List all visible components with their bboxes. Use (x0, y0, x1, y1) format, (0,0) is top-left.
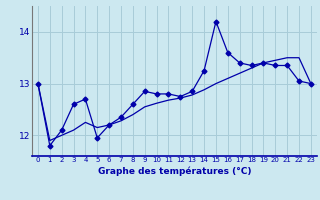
X-axis label: Graphe des températures (°C): Graphe des températures (°C) (98, 166, 251, 176)
